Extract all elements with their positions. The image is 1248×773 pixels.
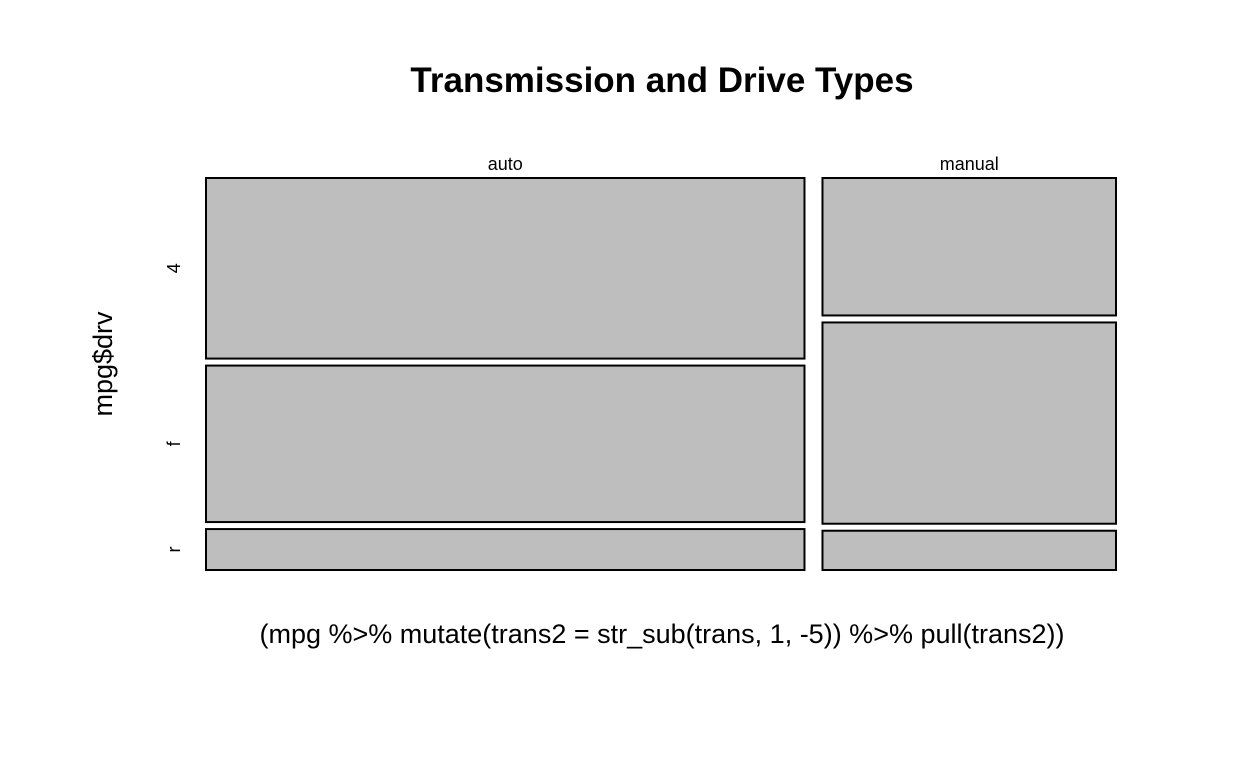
tile-auto-r xyxy=(205,528,806,572)
row-label-4: 4 xyxy=(164,263,184,273)
y-axis-label: mpg$drv xyxy=(88,311,118,417)
row-label-f: f xyxy=(164,440,184,446)
column-label-auto: auto xyxy=(488,154,523,174)
chart-title: Transmission and Drive Types xyxy=(410,61,913,100)
tile-auto-4 xyxy=(205,177,806,360)
tile-manual-f xyxy=(821,321,1117,525)
mosaic-tiles xyxy=(205,177,1117,572)
tile-manual-4 xyxy=(821,177,1117,317)
column-labels: auto manual xyxy=(488,154,999,174)
column-label-manual: manual xyxy=(940,154,999,174)
x-axis-label: (mpg %>% mutate(trans2 = str_sub(trans, … xyxy=(259,619,1064,649)
row-labels: 4 f r xyxy=(164,263,184,552)
tile-manual-r xyxy=(821,529,1117,572)
tile-auto-f xyxy=(205,364,806,524)
row-label-r: r xyxy=(164,547,184,553)
